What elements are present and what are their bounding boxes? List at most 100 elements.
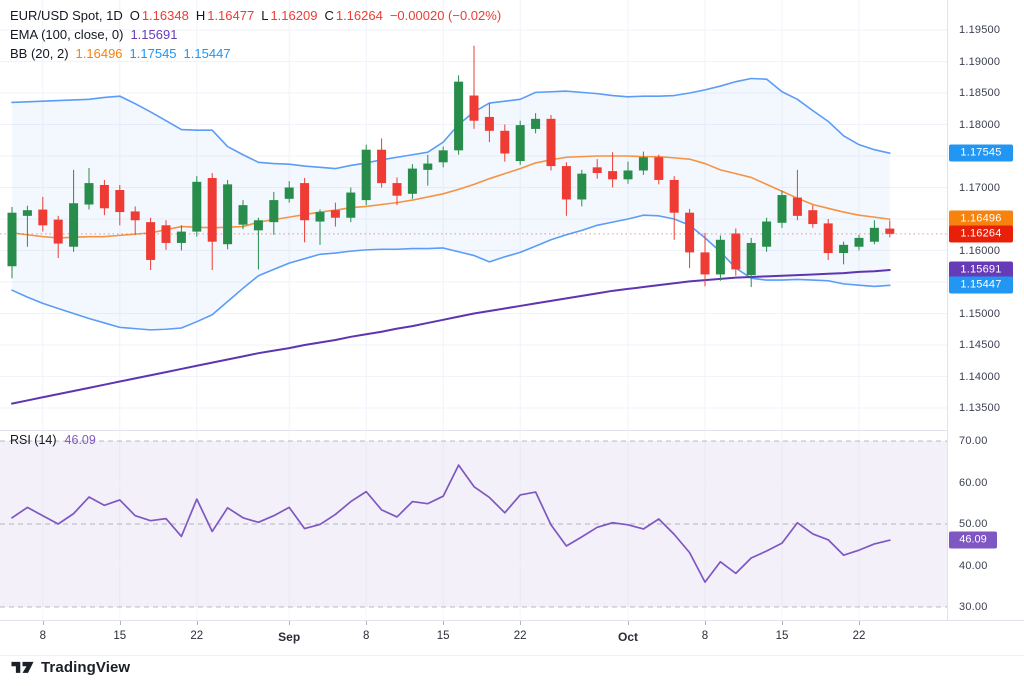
- rsi-line: [11, 464, 891, 583]
- candle-body: [192, 181, 202, 232]
- pane-divider[interactable]: [0, 430, 1024, 431]
- candle-body: [115, 190, 125, 213]
- close-value: C 1.16264: [324, 8, 383, 23]
- candle-body: [823, 223, 833, 254]
- bb-upper-value: 1.17545: [129, 46, 177, 61]
- time-tick-label: 8: [701, 630, 709, 642]
- candle-body: [377, 149, 387, 184]
- candle-body: [300, 183, 310, 221]
- symbol-row[interactable]: EUR/USD Spot, 1D O 1.16348 H 1.16477 L 1.16…: [10, 6, 501, 25]
- symbol-title[interactable]: EUR/USD Spot, 1D: [10, 8, 123, 23]
- time-tick-label: 22: [513, 630, 527, 642]
- candle-body: [531, 118, 541, 129]
- candle-body: [22, 210, 32, 216]
- low-value: L 1.16209: [261, 8, 318, 23]
- last-price-badge: 1.16264: [949, 225, 1013, 243]
- rsi-indicator-row[interactable]: RSI (14) 46.09: [10, 433, 96, 447]
- price-tick-label: 1.15000: [959, 307, 1001, 320]
- time-tickmark: [289, 621, 291, 625]
- time-tickmark: [42, 621, 44, 625]
- bb-basis-line: [11, 155, 891, 239]
- time-tickmark: [443, 621, 445, 625]
- candle-body: [561, 166, 571, 200]
- tradingview-logo-icon: [11, 661, 34, 673]
- time-tick-label: 15: [113, 630, 127, 642]
- candle-body: [500, 130, 510, 154]
- candle-body: [638, 157, 648, 171]
- price-tick-label: 1.16000: [959, 244, 1001, 257]
- rsi-tick-label: 40.00: [959, 559, 988, 572]
- candle-body: [623, 170, 633, 180]
- ema-label[interactable]: EMA (100, close, 0): [10, 27, 124, 42]
- time-tick-label: 22: [190, 630, 204, 642]
- ema-indicator-row[interactable]: EMA (100, close, 0) 1.15691: [10, 25, 501, 44]
- time-tickmark: [119, 621, 121, 625]
- price-scale[interactable]: 1.19500 1.19000 1.18500 1.18000 1.17000 1.160…: [947, 0, 1024, 620]
- time-tick-label: 8: [39, 630, 46, 642]
- candle-body: [253, 220, 263, 231]
- candle-body: [792, 197, 802, 216]
- candle-body: [731, 233, 741, 270]
- candle-body: [839, 244, 849, 254]
- candle-body: [700, 252, 710, 275]
- bb-basis-badge: 1.16496: [949, 210, 1013, 228]
- price-tick-label: 1.14000: [959, 370, 1001, 383]
- candle-body: [53, 219, 63, 244]
- candle-body: [223, 184, 233, 245]
- candle-body: [854, 237, 864, 247]
- bb-label[interactable]: BB (20, 2): [10, 46, 69, 61]
- bb-basis-value: 1.16496: [75, 46, 123, 61]
- candle-body: [608, 171, 618, 180]
- rsi-value: 46.09: [64, 433, 96, 447]
- candle-body: [330, 210, 340, 218]
- candle-body: [515, 125, 525, 162]
- rsi-value-badge: 46.09: [949, 531, 997, 549]
- bb-indicator-row[interactable]: BB (20, 2) 1.16496 1.17545 1.15447: [10, 44, 501, 63]
- time-tickmark: [366, 621, 368, 625]
- chart-header: EUR/USD Spot, 1D O 1.16348 H 1.16477 L 1.16…: [10, 6, 501, 63]
- open-value: O 1.16348: [129, 8, 189, 23]
- bb-lower-value: 1.15447: [183, 46, 231, 61]
- ema-line: [11, 268, 891, 405]
- bb-fill: [12, 78, 890, 330]
- rsi-pane[interactable]: [0, 430, 947, 620]
- candle-body: [484, 116, 494, 131]
- time-tick-label: 15: [775, 630, 789, 642]
- time-tickmark: [196, 621, 198, 625]
- price-pane[interactable]: [0, 0, 947, 430]
- price-tick-label: 1.14500: [959, 339, 1001, 351]
- candle-body: [7, 212, 17, 267]
- candle-body: [577, 173, 587, 200]
- price-tick-label: 1.19000: [959, 55, 1001, 68]
- candle-body: [654, 157, 664, 180]
- ema-value: 1.15691: [130, 27, 178, 42]
- candle-body: [346, 192, 356, 218]
- candle-body: [407, 168, 417, 194]
- tradingview-logo-text: TradingView: [41, 658, 131, 676]
- candle-body: [130, 211, 140, 221]
- time-tickmark: [782, 621, 783, 625]
- candle-body: [423, 163, 433, 170]
- price-tick-label: 1.13500: [959, 402, 1001, 414]
- price-tick-label: 1.19500: [959, 24, 1001, 36]
- rsi-tick-label: 60.00: [959, 476, 988, 489]
- time-scale[interactable]: 8 15 22 Sep 8 15 22 Oct 8 15 22: [0, 620, 1024, 656]
- tradingview-logo[interactable]: TradingView: [10, 658, 130, 676]
- time-tick-label: 22: [852, 630, 866, 642]
- rsi-label[interactable]: RSI (14): [10, 433, 57, 447]
- bb-lower-line: [11, 214, 891, 331]
- candle-body: [469, 95, 479, 121]
- candle-body: [715, 239, 725, 275]
- candle-body: [176, 231, 186, 243]
- price-tick-label: 1.18000: [959, 118, 1001, 131]
- rsi-tick-label: 50.00: [959, 518, 988, 530]
- bb-upper-line: [11, 77, 891, 170]
- bb-upper-badge: 1.17545: [949, 144, 1013, 162]
- candle-body: [685, 212, 695, 253]
- candle-body: [885, 228, 895, 234]
- candle-body: [392, 183, 402, 196]
- candle-body: [161, 225, 171, 243]
- candle-body: [99, 184, 109, 209]
- time-tick-label: 15: [436, 630, 450, 642]
- candle-body: [669, 179, 679, 213]
